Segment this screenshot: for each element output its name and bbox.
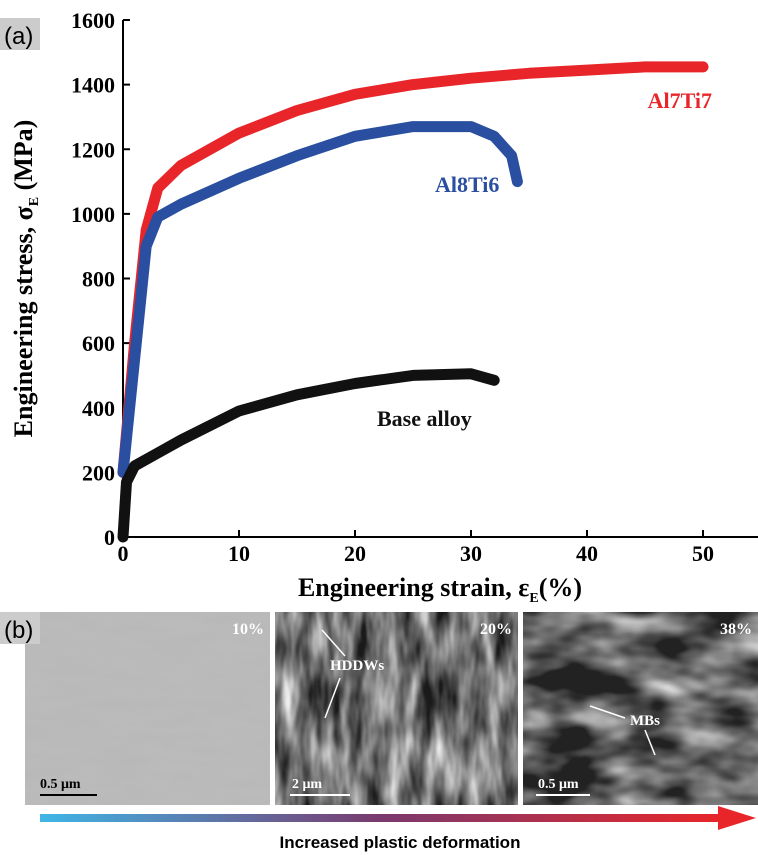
x-tick-label: 30 (460, 541, 482, 566)
panel-label: (b) (4, 617, 33, 644)
x-axis-label-part: Engineering strain, ε (298, 573, 529, 602)
annotation: MBs (630, 713, 660, 729)
scale-label: 0.5 μm (40, 777, 81, 792)
strain-label: 20% (480, 621, 512, 638)
y-axis-label-part: (MPa) (9, 120, 38, 197)
y-tick-label: 400 (82, 396, 115, 421)
x-tick-label: 10 (228, 541, 250, 566)
x-axis-label: Engineering strain, εE(%) (298, 573, 582, 606)
y-tick-label: 200 (82, 460, 115, 485)
y-axis-label-part: E (27, 197, 42, 206)
x-tick-label: 20 (344, 541, 366, 566)
x-tick-label: 50 (692, 541, 714, 566)
arrow-text: Increased plastic deformation (280, 833, 521, 852)
series-label: Base alloy (377, 406, 472, 431)
x-axis-label-part: E (529, 591, 538, 606)
x-tick-label: 40 (576, 541, 598, 566)
strain-label: 38% (720, 621, 752, 638)
y-tick-label: 800 (82, 267, 115, 292)
y-tick-label: 0 (104, 525, 115, 550)
y-tick-label: 1600 (71, 8, 115, 33)
panel-label: (a) (4, 23, 33, 50)
annotation: HDDWs (330, 658, 384, 674)
y-tick-label: 600 (82, 331, 115, 356)
strain-label: 10% (232, 621, 264, 638)
micrographs: (b) 10% 20% 38% 0.5 μm 2 μm 0.5 μm HDDWs… (0, 612, 758, 852)
x-axis-label-part: (%) (539, 573, 582, 602)
chart: (a) 0 200 400 600 800 1000 1200 1400 1600 0 10 20 30 4… (0, 8, 758, 606)
y-tick-label: 1000 (71, 202, 115, 227)
figure: (a) 0 200 400 600 800 1000 1200 1400 1600 0 10 20 30 4… (0, 0, 758, 855)
series-label: Al7Ti7 (648, 88, 712, 113)
scale-label: 0.5 μm (538, 777, 579, 792)
series-line (123, 374, 494, 537)
series-label: Al8Ti6 (435, 172, 499, 197)
y-tick-label: 1400 (71, 73, 115, 98)
y-axis-label: Engineering stress, σE (MPa) (9, 120, 42, 438)
scale-label: 2 μm (292, 777, 322, 792)
arrow-head (718, 806, 756, 830)
x-tick-label: 0 (118, 541, 129, 566)
y-tick-label: 1200 (71, 137, 115, 162)
y-axis-label-part: Engineering stress, σ (9, 206, 38, 437)
arrow-shaft (40, 814, 720, 822)
